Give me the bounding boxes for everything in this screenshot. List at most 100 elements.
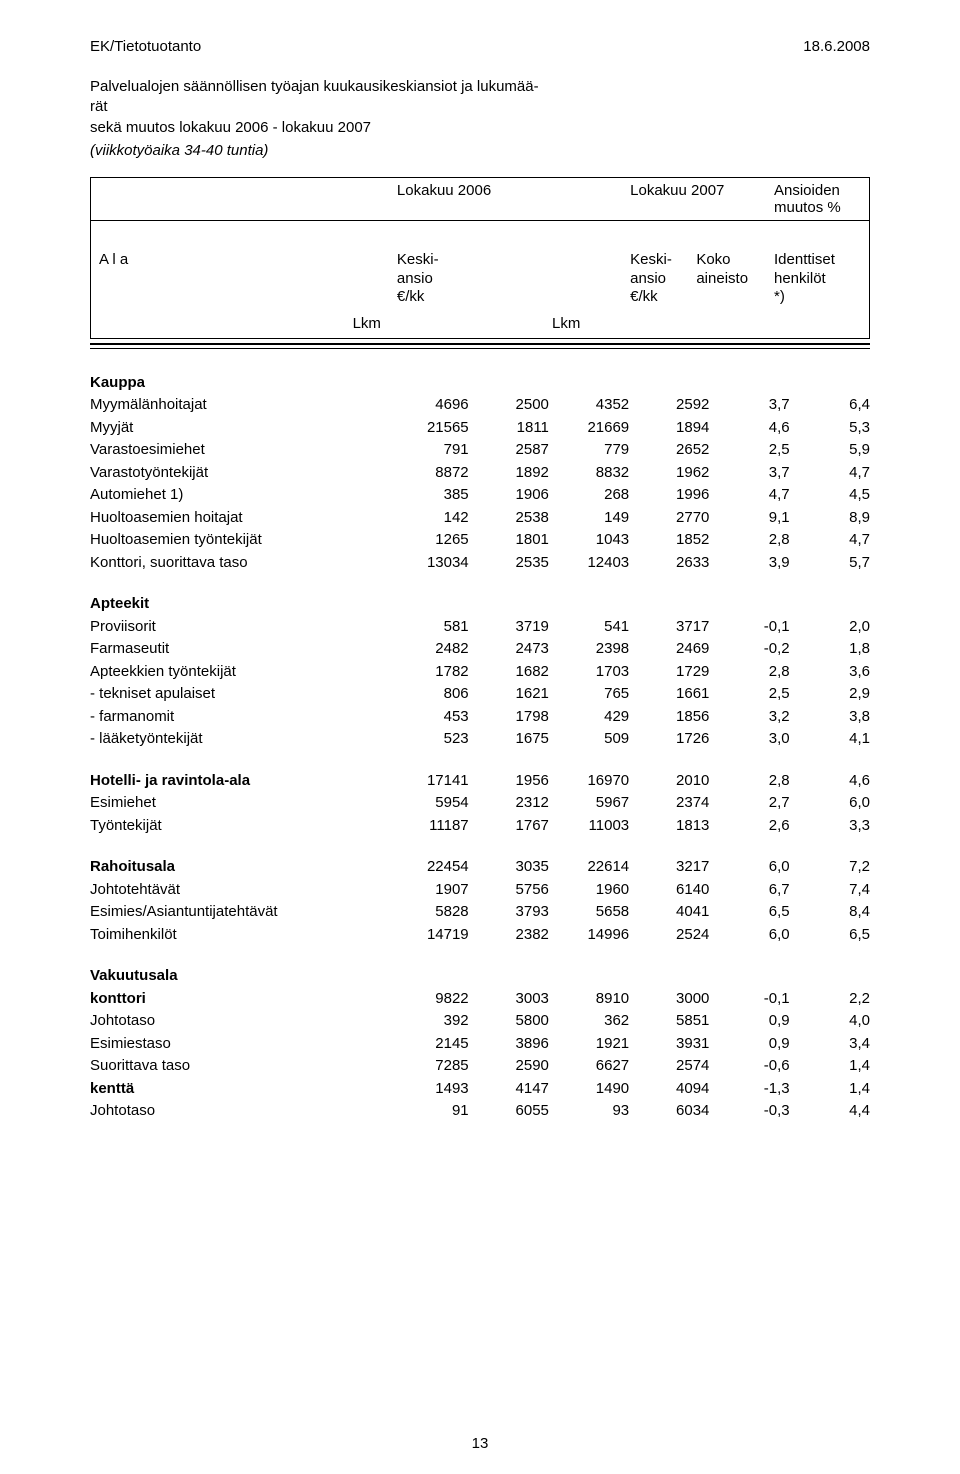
cell: 2312 [469,792,549,815]
cell: 1956 [469,769,549,792]
col-lkm-1: Lkm [263,311,389,338]
cell: 1,4 [790,1055,870,1078]
table-row: Hotelli- ja ravintola-ala171411956169702… [90,769,870,792]
row-label: Farmaseutit [90,638,388,661]
cell: 523 [388,728,468,751]
cell [629,371,709,394]
cell [549,965,629,988]
col-ala: A l a [91,247,263,311]
table-row: Apteekkien työntekijät17821682170317292,… [90,660,870,683]
cell: 6,5 [790,923,870,946]
cell: 2473 [469,638,549,661]
row-label: Esimies/Asiantuntijatehtävät [90,901,388,924]
cell: 1265 [388,529,468,552]
doc-subtitle: (viikkotyöaika 34-40 tuntia) [90,142,870,159]
cell: 3,7 [709,394,789,417]
doc-date: 18.6.2008 [803,38,870,55]
col-keski-2: Keski- ansio €/kk [622,247,688,311]
row-label: Vakuutusala [90,965,388,988]
data-table: KauppaMyymälänhoitajat46962500435225923,… [90,371,870,1122]
cell: 22614 [549,856,629,879]
title-line-3: sekä muutos lokakuu 2006 - lokakuu 2007 [90,119,371,136]
row-label: Varastoesimiehet [90,439,388,462]
table-row: Varastoesimiehet791258777926522,55,9 [90,439,870,462]
col-keski-1: Keski- ansio €/kk [389,247,462,311]
row-label: Automiehet 1) [90,484,388,507]
cell: 3003 [469,987,549,1010]
cell: 6,0 [709,856,789,879]
table-row: Kauppa [90,371,870,394]
cell: 9,1 [709,506,789,529]
cell: 509 [549,728,629,751]
cell: 1682 [469,660,549,683]
table-row: Esimies/Asiantuntijatehtävät582837935658… [90,901,870,924]
cell: 2,2 [790,987,870,1010]
cell: 1621 [469,683,549,706]
table-row: Johtotaso916055936034-0,34,4 [90,1100,870,1123]
table-row: Varastotyöntekijät88721892883219623,74,7 [90,461,870,484]
cell: 1675 [469,728,549,751]
cell: 2,5 [709,439,789,462]
cell: 21669 [549,416,629,439]
cell: 6627 [549,1055,629,1078]
cell: 2,9 [790,683,870,706]
table-row: Suorittava taso7285259066272574-0,61,4 [90,1055,870,1078]
cell: 3719 [469,615,549,638]
cell: 2145 [388,1032,468,1055]
cell: 2010 [629,769,709,792]
row-label: Apteekit [90,593,388,616]
cell: 91 [388,1100,468,1123]
cell: 3000 [629,987,709,1010]
cell: 4094 [629,1077,709,1100]
cell: 3,9 [709,551,789,574]
cell: 6,0 [790,792,870,815]
cell: 2524 [629,923,709,946]
cell: 1906 [469,484,549,507]
cell [629,965,709,988]
row-label: Myyjät [90,416,388,439]
cell: 2,8 [709,769,789,792]
cell: 21565 [388,416,468,439]
row-label: Huoltoasemien hoitajat [90,506,388,529]
cell: 1703 [549,660,629,683]
cell: 1801 [469,529,549,552]
cell: 7285 [388,1055,468,1078]
doc-title: Palvelualojen säännöllisen työajan kuuka… [90,77,870,138]
row-label: Huoltoasemien työntekijät [90,529,388,552]
cell: 791 [388,439,468,462]
col-change: Ansioiden muutos % [766,178,869,221]
cell: 779 [549,439,629,462]
row-label: - lääketyöntekijät [90,728,388,751]
cell: 8,9 [790,506,870,529]
table-row: - lääketyöntekijät523167550917263,04,1 [90,728,870,751]
cell: 5,3 [790,416,870,439]
table-row: Huoltoasemien hoitajat142253814927709,18… [90,506,870,529]
cell: 3896 [469,1032,549,1055]
cell: -1,3 [709,1077,789,1100]
table-row: Konttori, suorittava taso130342535124032… [90,551,870,574]
cell: 3035 [469,856,549,879]
cell: 3793 [469,901,549,924]
cell: 7,2 [790,856,870,879]
cell: 2382 [469,923,549,946]
cell: 22454 [388,856,468,879]
cell: 16970 [549,769,629,792]
cell: 4,0 [790,1010,870,1033]
row-label: Varastotyöntekijät [90,461,388,484]
row-label: Proviisorit [90,615,388,638]
cell: 3717 [629,615,709,638]
title-line-1: Palvelualojen säännöllisen työajan kuuka… [90,78,539,95]
cell: 453 [388,705,468,728]
column-header-box: Lokakuu 2006 Lokakuu 2007 Ansioiden muut… [90,177,870,339]
cell: 4,7 [790,529,870,552]
row-label: Myymälänhoitajat [90,394,388,417]
header-separator [90,343,870,349]
cell: 0,9 [709,1032,789,1055]
cell: 429 [549,705,629,728]
cell [709,965,789,988]
doc-source: EK/Tietotuotanto [90,38,201,55]
table-row: Apteekit [90,593,870,616]
cell [549,371,629,394]
cell: 1907 [388,878,468,901]
row-label: Apteekkien työntekijät [90,660,388,683]
